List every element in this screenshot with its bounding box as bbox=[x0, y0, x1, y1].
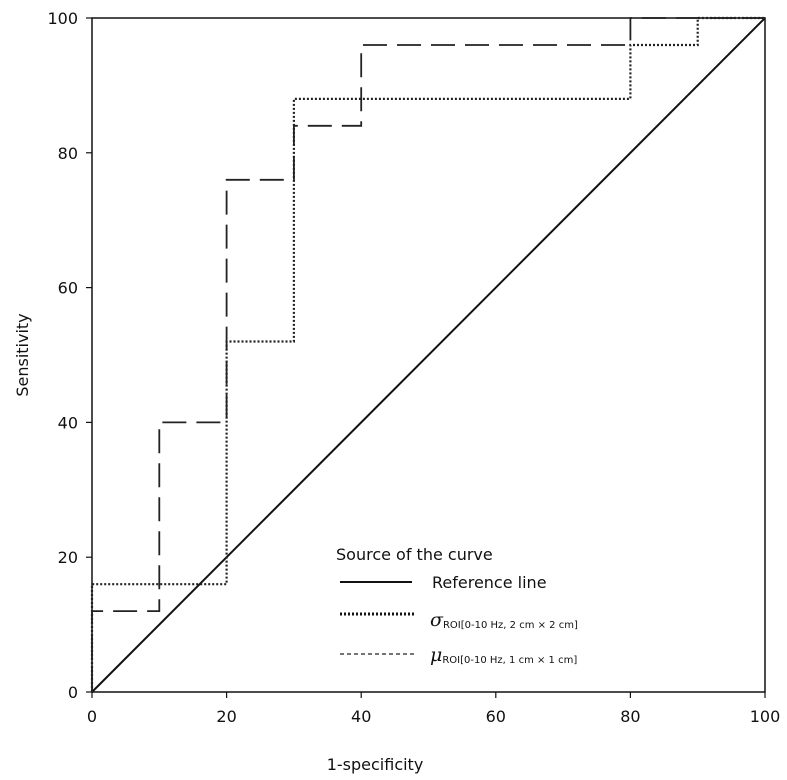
x-axis-title: 1-specificity bbox=[327, 755, 424, 774]
y-tick-label: 0 bbox=[68, 683, 78, 702]
series-reference-line bbox=[91, 17, 766, 693]
plot-area-border bbox=[91, 17, 766, 693]
legend-label-reference: Reference line bbox=[432, 573, 547, 592]
series-layer bbox=[90, 16, 766, 693]
tick-layer: 0 20 40 60 80 100 0 20 40 60 80 100 bbox=[47, 9, 780, 726]
y-tick-label: 60 bbox=[58, 279, 78, 298]
y-axis-title: Sensitivity bbox=[13, 313, 32, 396]
legend-title: Source of the curve bbox=[336, 545, 493, 564]
x-tick-label: 0 bbox=[87, 707, 97, 726]
legend-subscript-mu: ROI[0-10 Hz, 1 cm × 1 cm] bbox=[442, 655, 577, 666]
y-tick-label: 40 bbox=[58, 413, 78, 432]
x-tick-label: 100 bbox=[750, 707, 781, 726]
plot-frame bbox=[91, 17, 766, 693]
legend: Source of the curve Reference line σROI[… bbox=[336, 545, 578, 666]
x-tick-label: 80 bbox=[620, 707, 640, 726]
y-tick-label: 20 bbox=[58, 548, 78, 567]
y-tick-label: 80 bbox=[58, 144, 78, 163]
series-sigma-roi-2cm bbox=[90, 16, 765, 692]
x-tick-label: 40 bbox=[351, 707, 371, 726]
y-tick-label: 100 bbox=[47, 9, 78, 28]
legend-symbol-sigma: σ bbox=[430, 609, 444, 631]
legend-label-sigma: σROI[0-10 Hz, 2 cm × 2 cm] bbox=[430, 609, 578, 631]
legend-symbol-mu: μ bbox=[430, 644, 442, 666]
series-mu-roi-1cm bbox=[91, 17, 765, 692]
x-tick-label: 20 bbox=[216, 707, 236, 726]
x-tick-label: 60 bbox=[486, 707, 506, 726]
legend-subscript-sigma: ROI[0-10 Hz, 2 cm × 2 cm] bbox=[443, 620, 578, 631]
legend-label-mu: μROI[0-10 Hz, 1 cm × 1 cm] bbox=[430, 644, 577, 666]
